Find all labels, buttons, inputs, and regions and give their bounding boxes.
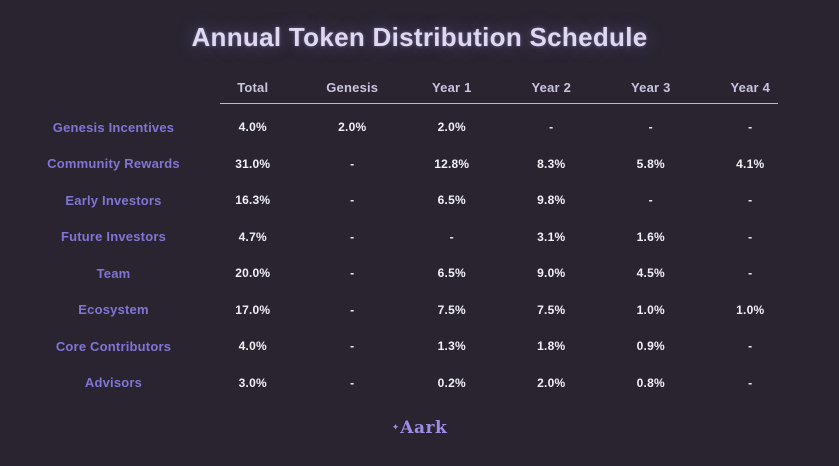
cell-value: 2.0% [537,375,566,390]
cell-value: 0.8% [636,375,665,390]
column-header: Year 3 [630,80,671,95]
cell-value: - [350,156,355,171]
table-row: Team 20.0% - 6.5% 9.0% 4.5% - [24,255,800,292]
brand-logo: ✦Aark [0,418,839,438]
cell-value: 3.1% [537,229,566,244]
cell-value: - [748,193,753,208]
column-header: Total [237,80,269,95]
cell-value: 4.7% [238,229,267,244]
row-label: Early Investors [65,192,162,208]
cell-value: 1.0% [736,302,765,317]
row-label: Ecosystem [78,302,149,318]
cell-value: 4.0% [238,339,267,354]
cell-value: - [748,266,753,281]
row-label: Advisors [84,375,143,391]
page-title: Annual Token Distribution Schedule [191,22,648,52]
cell-value: 2.0% [437,120,466,135]
column-header: Genesis [326,80,379,95]
cell-value: - [648,120,653,135]
table-row: Core Contributors 4.0% - 1.3% 1.8% 0.9% - [24,328,800,365]
cell-value: 5.8% [636,156,665,171]
cell-value: 4.1% [736,156,765,171]
cell-value: 6.5% [437,193,466,208]
sparkle-icon: ✦ [391,422,400,432]
table-row: Genesis Incentives 4.0% 2.0% 2.0% - - - [24,109,800,146]
header-divider [220,103,778,104]
row-label: Future Investors [60,229,167,245]
table-body: Genesis Incentives 4.0% 2.0% 2.0% - - - Communi… [24,103,800,401]
table-row: Community Rewards 31.0% - 12.8% 8.3% 5.8% 4.1% [24,146,800,183]
cell-value: 1.6% [636,229,665,244]
cell-value: - [350,193,355,208]
cell-value: 0.9% [636,339,665,354]
cell-value: 3.0% [238,375,267,390]
row-label: Core Contributors [55,338,172,354]
brand-logo-text: Aark [400,418,448,438]
cell-value: - [748,339,753,354]
cell-value: - [449,229,454,244]
cell-value: 6.5% [437,266,466,281]
cell-value: - [350,339,355,354]
cell-value: 7.5% [437,302,466,317]
cell-value: - [549,120,554,135]
cell-value: 31.0% [235,156,271,171]
cell-value: - [748,120,753,135]
table-row: Ecosystem 17.0% - 7.5% 7.5% 1.0% 1.0% [24,292,800,329]
cell-value: 1.8% [537,339,566,354]
cell-value: 2.0% [338,120,367,135]
cell-value: 0.2% [437,375,466,390]
row-label: Team [96,265,131,281]
cell-value: - [350,266,355,281]
column-header: Year 4 [730,80,770,95]
row-label: Genesis Incentives [52,119,175,135]
cell-value: 16.3% [235,193,271,208]
cell-value: - [350,375,355,390]
row-label: Community Rewards [47,156,180,172]
cell-value: - [350,302,355,317]
cell-value: 1.3% [437,339,466,354]
cell-value: 9.8% [537,193,566,208]
table-row: Future Investors 4.7% - - 3.1% 1.6% - [24,219,800,256]
cell-value: - [748,229,753,244]
cell-value: 4.5% [636,266,665,281]
cell-value: 4.0% [238,120,267,135]
cell-value: 7.5% [537,302,566,317]
cell-value: - [350,229,355,244]
cell-value: - [648,193,653,208]
table-row: Advisors 3.0% - 0.2% 2.0% 0.8% - [24,365,800,402]
distribution-table: Total Genesis Year 1 Year 2 Year 3 Year 4 Gen… [24,72,800,401]
table-header-row: Total Genesis Year 1 Year 2 Year 3 Year 4 [24,72,800,103]
cell-value: 9.0% [537,266,566,281]
cell-value: 1.0% [636,302,665,317]
table-row: Early Investors 16.3% - 6.5% 9.8% - - [24,182,800,219]
cell-value: - [748,375,753,390]
cell-value: 20.0% [235,266,271,281]
cell-value: 17.0% [235,302,271,317]
cell-value: 8.3% [537,156,566,171]
cell-value: 12.8% [434,156,470,171]
column-header: Year 2 [531,80,571,95]
column-header: Year 1 [431,80,472,95]
